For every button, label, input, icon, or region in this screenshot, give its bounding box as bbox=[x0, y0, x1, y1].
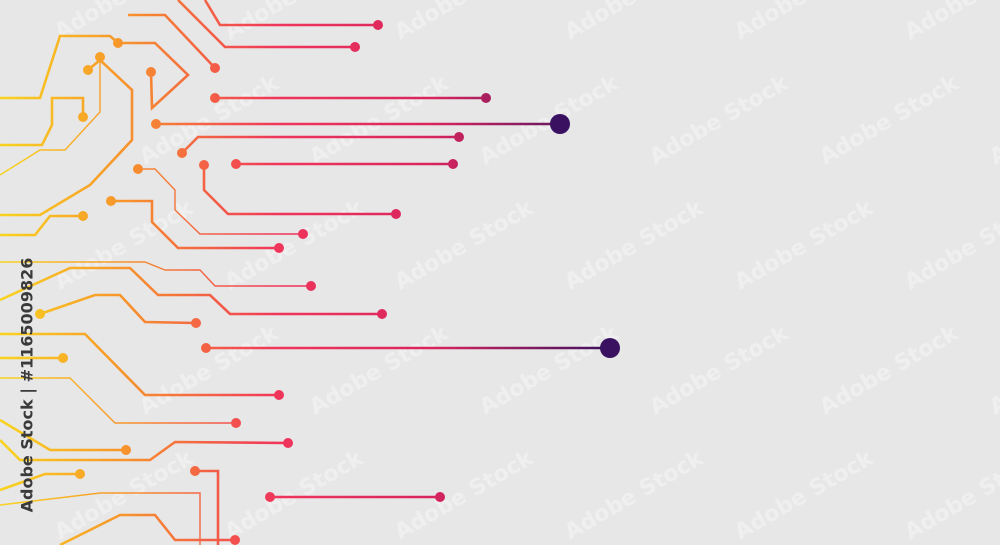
nodes bbox=[35, 20, 620, 545]
wire bbox=[0, 472, 80, 492]
node bbox=[377, 309, 387, 319]
node bbox=[350, 42, 360, 52]
wire bbox=[0, 418, 126, 452]
node bbox=[391, 209, 401, 219]
wire bbox=[195, 469, 220, 545]
node bbox=[106, 196, 116, 206]
node bbox=[177, 148, 187, 158]
wire bbox=[138, 168, 303, 235]
node bbox=[58, 353, 68, 363]
node bbox=[78, 112, 88, 122]
node bbox=[146, 67, 156, 77]
node bbox=[274, 243, 284, 253]
wire bbox=[203, 0, 378, 27]
node bbox=[190, 466, 200, 476]
node bbox=[133, 164, 143, 174]
node-large bbox=[550, 114, 570, 134]
circuit bbox=[0, 0, 620, 545]
node bbox=[95, 52, 105, 62]
node bbox=[191, 318, 201, 328]
node bbox=[201, 343, 211, 353]
node bbox=[121, 445, 131, 455]
node bbox=[35, 309, 45, 319]
wire bbox=[111, 199, 279, 250]
node bbox=[210, 63, 220, 73]
wire bbox=[0, 332, 279, 397]
node bbox=[481, 93, 491, 103]
node-large bbox=[600, 338, 620, 358]
wire bbox=[181, 135, 459, 154]
node bbox=[265, 492, 275, 502]
wire bbox=[0, 96, 85, 147]
node bbox=[83, 65, 93, 75]
node bbox=[454, 132, 464, 142]
node bbox=[435, 492, 445, 502]
node bbox=[210, 93, 220, 103]
wire bbox=[0, 261, 311, 287]
wire bbox=[0, 377, 236, 424]
node bbox=[231, 418, 241, 428]
node bbox=[373, 20, 383, 30]
node bbox=[298, 229, 308, 239]
node bbox=[151, 119, 161, 129]
node bbox=[274, 390, 284, 400]
node bbox=[230, 535, 240, 545]
node bbox=[231, 159, 241, 169]
node bbox=[283, 438, 293, 448]
wire bbox=[59, 513, 235, 545]
wire bbox=[0, 57, 101, 176]
wire bbox=[202, 165, 396, 216]
wire bbox=[128, 13, 216, 69]
node bbox=[306, 281, 316, 291]
wire bbox=[0, 214, 83, 237]
wire bbox=[39, 293, 197, 325]
node bbox=[199, 160, 209, 170]
wire bbox=[0, 266, 382, 316]
watermark: Adobe Stock | #1165009826 bbox=[18, 258, 38, 513]
wire bbox=[0, 439, 289, 462]
wire bbox=[177, 0, 355, 49]
node bbox=[78, 211, 88, 221]
node bbox=[113, 38, 123, 48]
node bbox=[75, 469, 85, 479]
wire bbox=[0, 492, 201, 545]
node bbox=[448, 159, 458, 169]
